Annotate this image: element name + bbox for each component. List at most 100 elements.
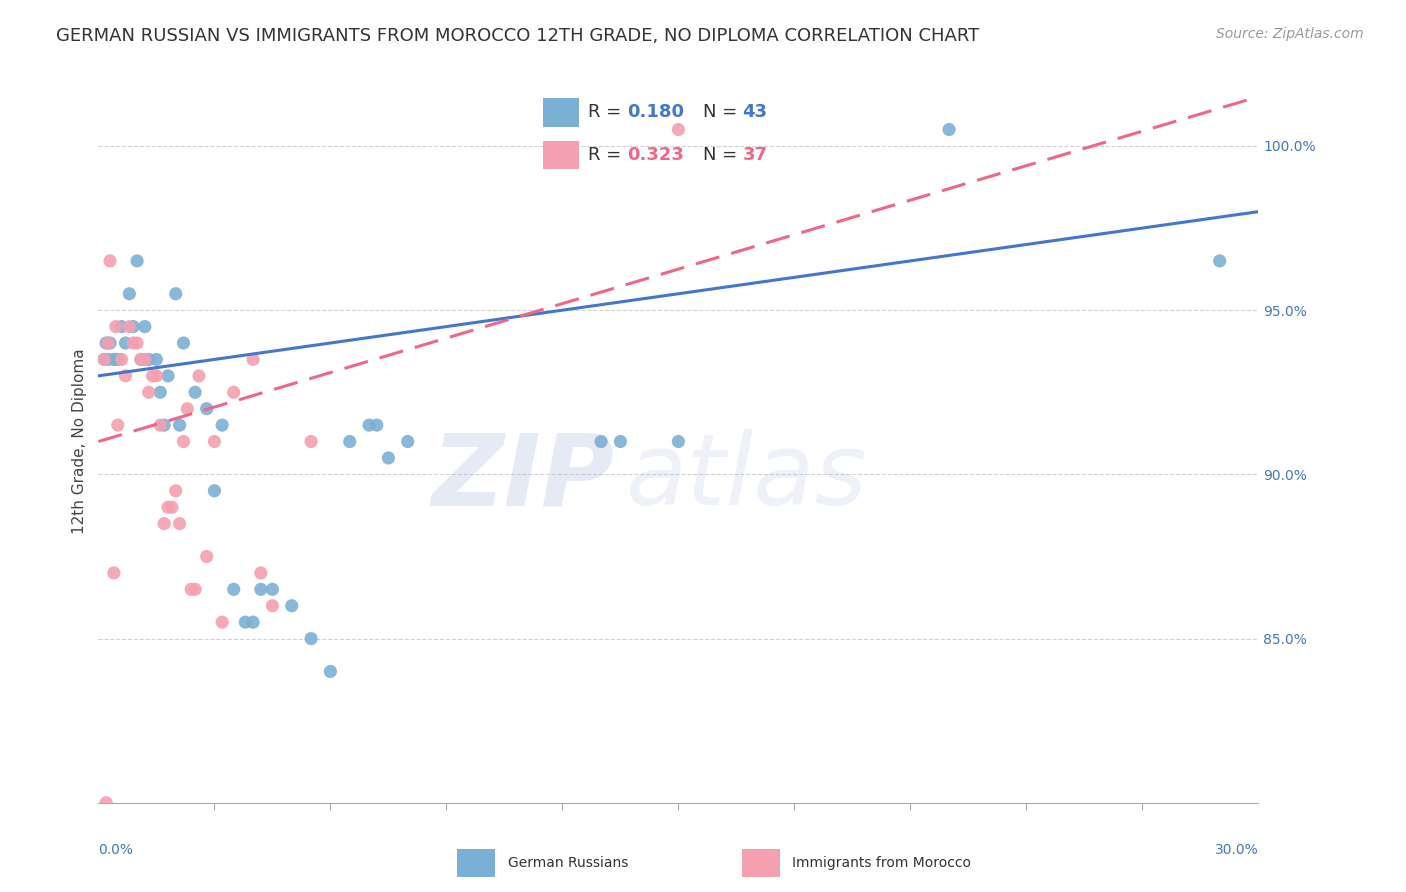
Text: 37: 37: [742, 146, 768, 164]
Point: [172, 336, 194, 351]
Point: [97, 352, 120, 367]
Point: [180, 582, 202, 597]
Point: [242, 615, 264, 630]
Point: [96, 796, 118, 810]
Point: [184, 385, 207, 400]
Point: [160, 500, 183, 515]
Point: [222, 385, 245, 400]
Point: [188, 368, 211, 383]
Text: German Russians: German Russians: [508, 856, 628, 870]
Text: 0.323: 0.323: [627, 146, 683, 164]
Text: atlas: atlas: [626, 429, 868, 526]
Point: [145, 352, 167, 367]
Point: [107, 352, 129, 367]
Point: [153, 418, 176, 433]
Point: [204, 434, 226, 449]
Text: 30.0%: 30.0%: [1215, 843, 1258, 857]
Point: [93, 352, 115, 367]
Point: [233, 615, 257, 630]
Point: [138, 385, 160, 400]
Point: [114, 368, 136, 383]
Point: [111, 352, 132, 367]
Point: [262, 582, 284, 597]
Point: [377, 450, 399, 465]
Text: 43: 43: [742, 103, 768, 121]
Bar: [457, 849, 495, 877]
Point: [250, 566, 273, 580]
Point: [118, 319, 141, 334]
Point: [169, 418, 191, 433]
Point: [184, 582, 207, 597]
Point: [96, 336, 118, 351]
Point: [138, 352, 160, 367]
Point: [111, 319, 132, 334]
Point: [129, 352, 152, 367]
Point: [149, 385, 172, 400]
Point: [97, 336, 120, 351]
Point: [666, 122, 689, 136]
Point: [145, 368, 167, 383]
Text: 0.180: 0.180: [627, 103, 685, 121]
Point: [129, 352, 152, 367]
Point: [666, 434, 689, 449]
Point: [222, 582, 245, 597]
Point: [195, 401, 218, 416]
Point: [104, 319, 127, 334]
Point: [211, 615, 233, 630]
Text: Immigrants from Morocco: Immigrants from Morocco: [793, 856, 972, 870]
Bar: [543, 98, 579, 127]
Y-axis label: 12th Grade, No Diploma: 12th Grade, No Diploma: [72, 349, 87, 534]
Point: [122, 319, 145, 334]
Point: [250, 582, 273, 597]
Text: Source: ZipAtlas.com: Source: ZipAtlas.com: [1216, 27, 1364, 41]
Point: [153, 516, 176, 531]
Point: [204, 483, 226, 498]
Point: [1209, 254, 1232, 268]
Point: [262, 599, 284, 613]
Point: [339, 434, 361, 449]
Point: [141, 368, 165, 383]
Point: [195, 549, 218, 564]
Bar: [543, 141, 579, 169]
Point: [114, 336, 136, 351]
Point: [609, 434, 631, 449]
Point: [103, 352, 125, 367]
Bar: [742, 849, 779, 877]
Point: [127, 254, 149, 268]
Point: [165, 483, 187, 498]
Point: [122, 336, 145, 351]
Point: [938, 122, 960, 136]
Point: [366, 418, 388, 433]
Point: [103, 566, 125, 580]
Point: [299, 632, 322, 646]
Point: [149, 418, 172, 433]
Point: [169, 516, 191, 531]
Point: [591, 434, 613, 449]
Point: [396, 434, 419, 449]
Point: [118, 286, 141, 301]
Point: [134, 319, 156, 334]
Point: [211, 418, 233, 433]
Text: ZIP: ZIP: [432, 429, 614, 526]
Point: [157, 500, 180, 515]
Point: [134, 352, 156, 367]
Point: [98, 254, 121, 268]
Point: [93, 352, 115, 367]
Point: [98, 336, 121, 351]
Text: GERMAN RUSSIAN VS IMMIGRANTS FROM MOROCCO 12TH GRADE, NO DIPLOMA CORRELATION CHA: GERMAN RUSSIAN VS IMMIGRANTS FROM MOROCC…: [56, 27, 980, 45]
Text: R =: R =: [588, 146, 621, 164]
Point: [299, 434, 322, 449]
Point: [172, 434, 194, 449]
Text: N =: N =: [703, 146, 737, 164]
Point: [357, 418, 380, 433]
Point: [157, 368, 180, 383]
Text: 0.0%: 0.0%: [98, 843, 134, 857]
Point: [127, 336, 149, 351]
Point: [319, 665, 342, 679]
Point: [165, 286, 187, 301]
Point: [242, 352, 264, 367]
Point: [281, 599, 304, 613]
Point: [107, 418, 129, 433]
Text: R =: R =: [588, 103, 621, 121]
Text: N =: N =: [703, 103, 737, 121]
